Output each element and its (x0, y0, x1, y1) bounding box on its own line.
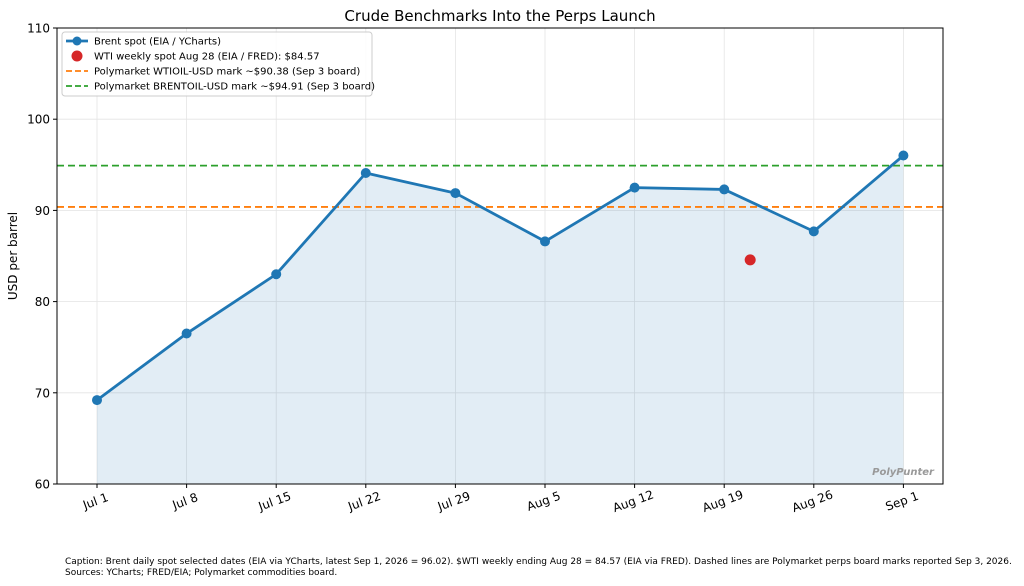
x-tick-label: Jul 15 (256, 489, 293, 514)
series-point (92, 395, 102, 406)
series-point (271, 269, 282, 280)
x-tick-label: Jul 1 (80, 490, 110, 512)
x-tick-label: Jul 29 (435, 489, 472, 514)
x-tick-label: Aug 19 (700, 487, 745, 515)
y-axis-ticks: 60 70 80 90 100 110 (27, 22, 57, 492)
legend-box (61, 31, 373, 97)
legend-label: Brent spot (EIA / YCharts) (94, 37, 221, 48)
chart-title: Crude Benchmarks Into the Perps Launch (344, 7, 655, 25)
area-fill-layer (97, 155, 904, 484)
series-point (898, 150, 909, 161)
x-tick-label: Aug 12 (611, 487, 656, 515)
y-tick-label: 110 (27, 22, 50, 36)
legend-label: Polymarket BRENTOIL-USD mark ~$94.91 (Se… (94, 82, 375, 93)
x-tick-label: Jul 8 (170, 490, 200, 512)
wti-point (744, 254, 756, 266)
series-point (808, 226, 819, 237)
y-axis-label: USD per barrel (6, 212, 20, 300)
legend: Brent spot (EIA / YCharts) WTI weekly spo… (61, 31, 375, 97)
series-point (629, 182, 640, 193)
y-tick-label: 90 (35, 204, 50, 218)
series-point (450, 188, 461, 199)
plot-frame (56, 27, 944, 485)
series-point (360, 168, 371, 179)
series-point (719, 184, 730, 195)
legend-label: WTI weekly spot Aug 28 (EIA / FRED): $84… (94, 52, 320, 63)
series-point (181, 328, 192, 339)
y-tick-label: 60 (35, 478, 50, 492)
x-tick-label: Aug 26 (790, 487, 835, 515)
watermark: PolyPunter (872, 467, 935, 478)
series-line-brent (96, 154, 905, 402)
points-layer (744, 254, 756, 266)
caption: Caption: Brent daily spot selected dates… (65, 557, 1012, 578)
y-tick-label: 80 (35, 295, 50, 309)
series-area-fill (97, 155, 904, 484)
x-tick-label: Aug 5 (525, 489, 563, 514)
legend-label: Polymarket WTIOIL-USD mark ~$90.38 (Sep … (94, 67, 360, 78)
legend-swatch-wti (71, 50, 83, 62)
y-tick-label: 100 (27, 113, 50, 127)
x-tick-label: Jul 22 (345, 489, 382, 514)
legend-swatch-brent-marker (72, 36, 82, 46)
x-tick-label: Sep 1 (884, 489, 921, 514)
y-tick-label: 70 (35, 386, 50, 400)
series-layer (92, 150, 909, 406)
x-axis-ticks: Jul 1 Jul 8 Jul 15 Jul 22 Jul 29 Aug 5 Aug 12 A… (80, 484, 920, 515)
reference-lines (57, 164, 943, 208)
series-point (540, 236, 550, 247)
